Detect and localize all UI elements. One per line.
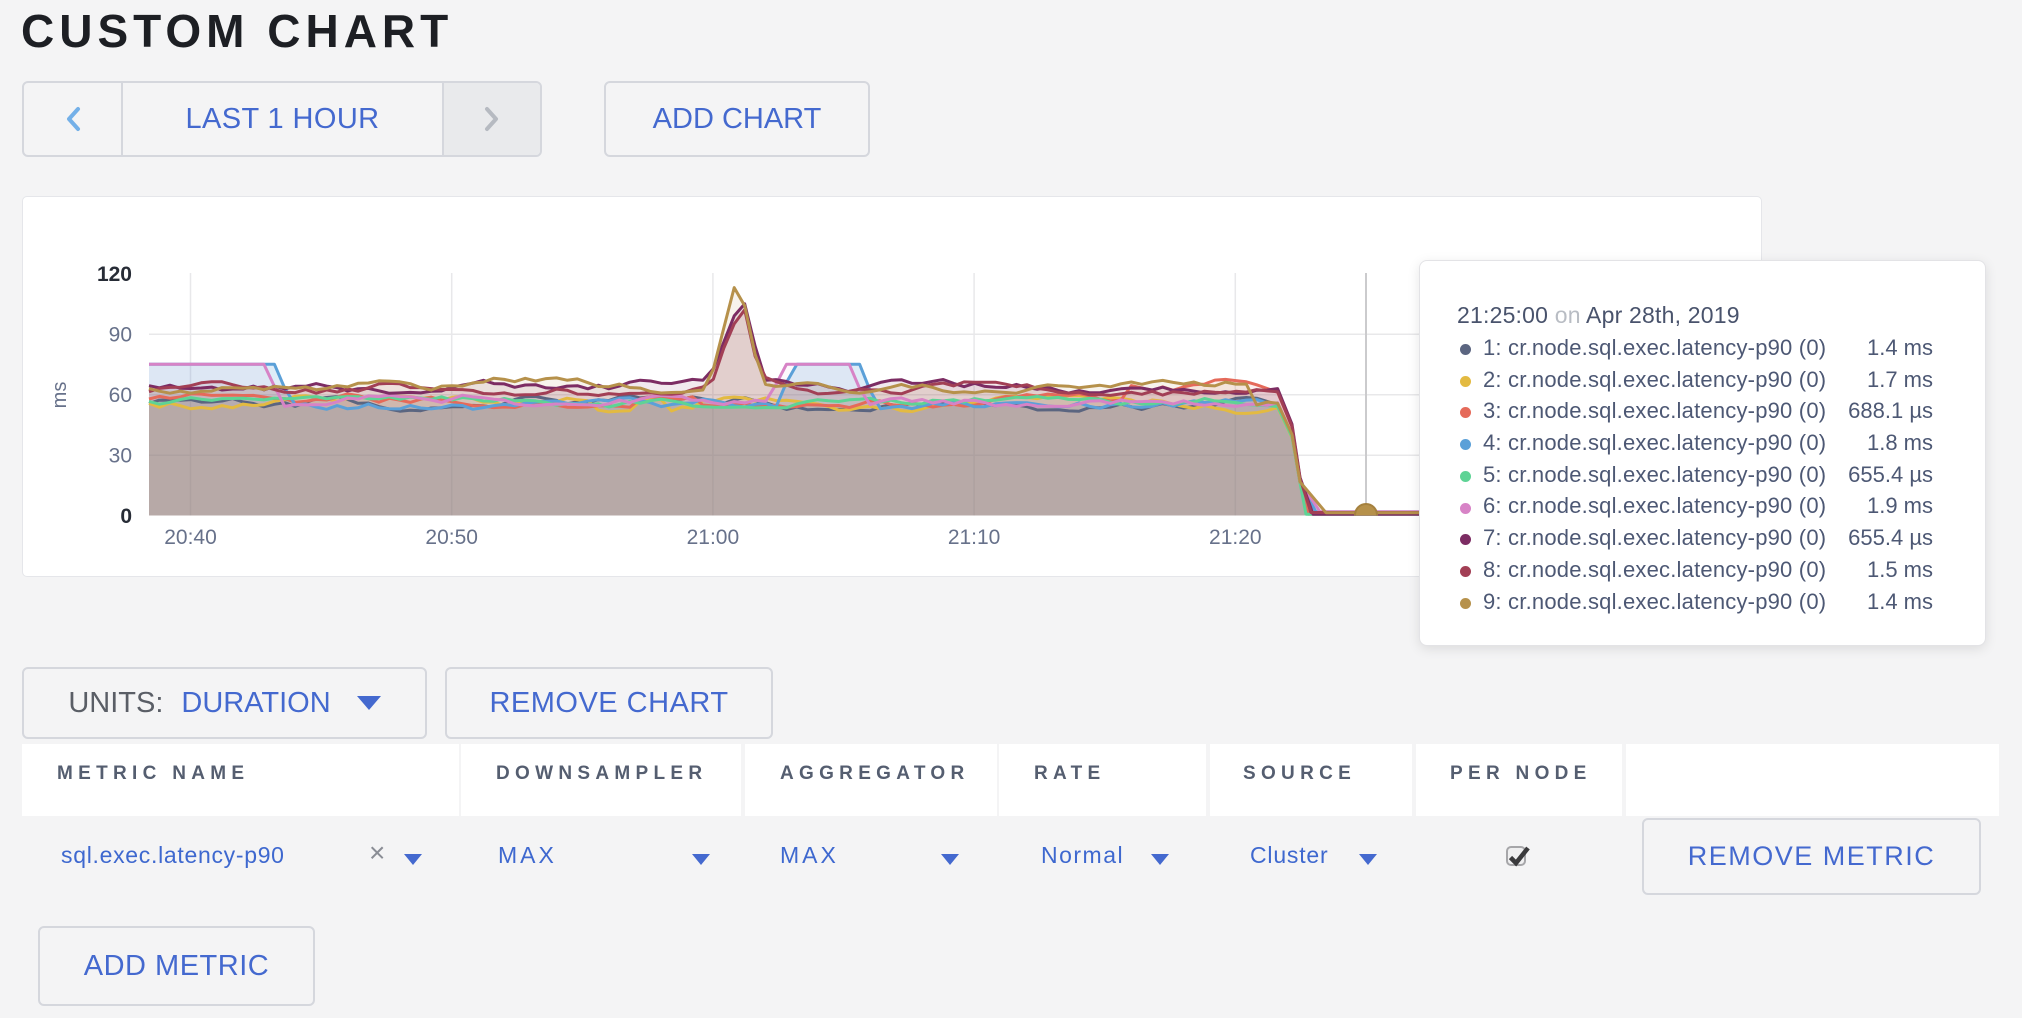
svg-text:30: 30: [109, 445, 132, 468]
svg-text:20:40: 20:40: [164, 526, 217, 549]
svg-text:21:00: 21:00: [687, 526, 740, 549]
svg-text:60: 60: [109, 384, 132, 407]
svg-text:20:50: 20:50: [425, 526, 478, 549]
svg-text:ms: ms: [49, 382, 71, 409]
svg-text:21:10: 21:10: [948, 526, 1001, 549]
svg-text:120: 120: [97, 263, 132, 286]
svg-text:0: 0: [120, 505, 132, 528]
svg-text:90: 90: [109, 324, 132, 347]
svg-text:21:20: 21:20: [1209, 526, 1262, 549]
